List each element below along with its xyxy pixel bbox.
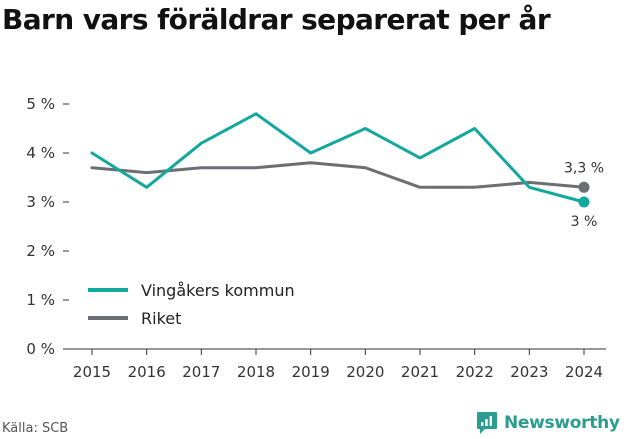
x-tick-label: 2021: [401, 363, 439, 381]
newsworthy-logo-icon: [477, 412, 497, 434]
x-tick-label: 2016: [128, 363, 166, 381]
brand-logo: Newsworthy: [476, 410, 620, 436]
brand-name: Newsworthy: [504, 413, 620, 433]
series-layer: 3 % 3,3 %: [90, 112, 604, 230]
y-tick-label: 2 %: [26, 242, 55, 260]
x-tick-label: 2022: [456, 363, 494, 381]
legend-label: Riket: [141, 309, 181, 328]
x-tick-label: 2024: [565, 363, 603, 381]
x-tick-label: 2015: [73, 363, 111, 381]
x-tick-label: 2018: [237, 363, 275, 381]
x-axis: 2015 2016 2017 2018 2019 2020 2021 2022 2023 2024: [69, 348, 606, 381]
y-tick-label: 3 %: [26, 193, 55, 211]
legend-label: Vingåkers kommun: [141, 281, 295, 300]
y-tick-label: 1 %: [26, 291, 55, 309]
x-tick-label: 2020: [346, 363, 384, 381]
x-tick-label: 2019: [292, 363, 330, 381]
series-end-label: 3,3 %: [564, 160, 604, 176]
source-note: Källa: SCB: [2, 421, 69, 436]
series-end-point: [578, 196, 590, 208]
series-line: [90, 161, 586, 189]
y-tick-label: 0 %: [26, 340, 55, 358]
series-line: [90, 112, 586, 204]
y-tick-label: 5 %: [26, 95, 55, 113]
legend: Vingåkers kommun Riket: [88, 281, 295, 328]
x-tick-label: 2023: [510, 363, 548, 381]
x-tick-label: 2017: [182, 363, 220, 381]
series-end-label: 3 %: [571, 214, 598, 230]
y-tick-label: 4 %: [26, 144, 55, 162]
series-end-point: [578, 181, 590, 193]
y-axis: 0 % 1 % 2 % 3 % 4 % 5 %: [26, 95, 69, 358]
chart-title: Barn vars föräldrar separerat per år: [2, 3, 551, 36]
